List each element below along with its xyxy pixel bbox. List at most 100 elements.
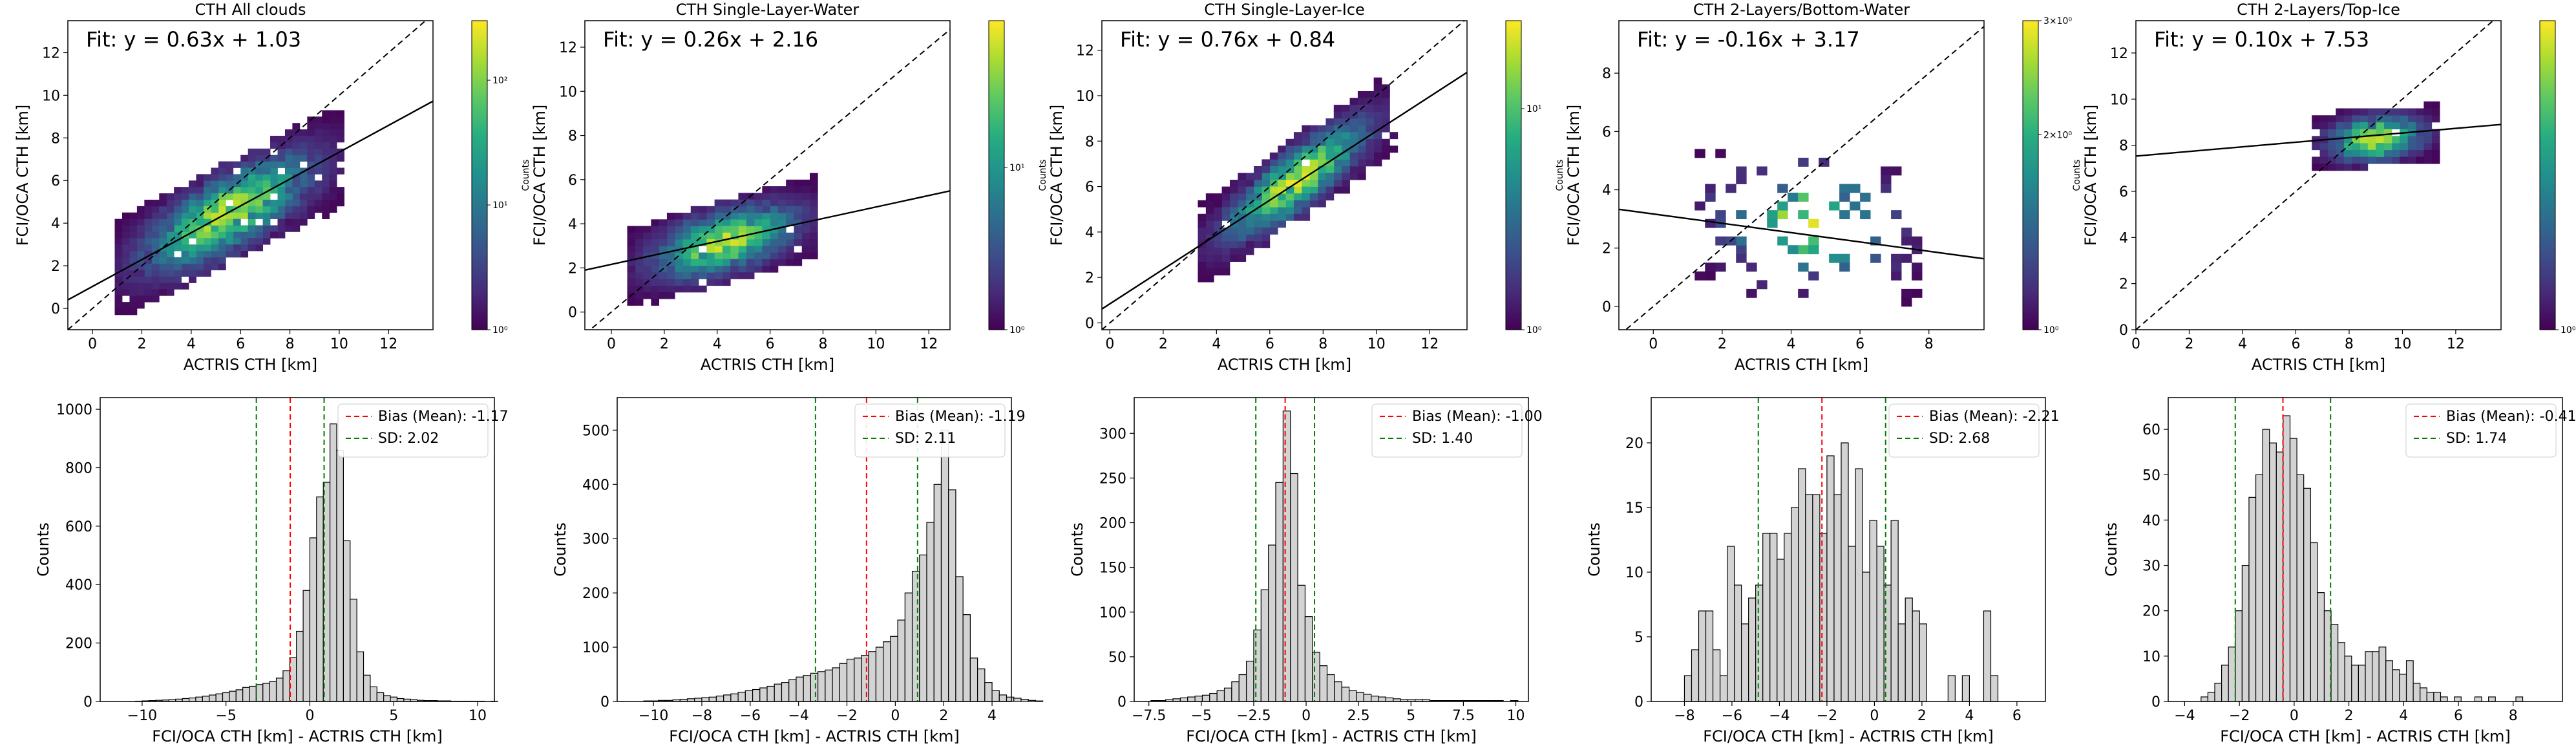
colorbar (2022, 20, 2039, 330)
heatmap-cell (1349, 173, 1358, 180)
heatmap-cell (129, 251, 138, 258)
heatmap-cell (2343, 149, 2352, 157)
heatmap-cell (166, 276, 174, 283)
heatmap-cell (166, 225, 174, 232)
histogram-bar (803, 675, 811, 702)
heatmap-cell (2383, 129, 2392, 136)
heatmap-cell (770, 193, 779, 200)
scatter-5-xtick-label: 6 (2291, 336, 2300, 352)
heatmap-cell (2312, 164, 2320, 171)
heatmap-cell (651, 285, 660, 293)
heatmap-cell (1325, 186, 1335, 194)
heatmap-cell (2391, 122, 2400, 130)
heatmap-cell (284, 155, 293, 162)
heatmap-cell (699, 206, 707, 213)
heatmap-cell (322, 110, 330, 117)
heatmap-cell (810, 186, 818, 193)
heatmap-cell (1366, 125, 1375, 133)
histogram-bar (875, 646, 884, 702)
fit-equation: Fit: y = 0.10x + 7.53 (2154, 27, 2369, 52)
heatmap-cell (1269, 152, 1278, 160)
heatmap-cell (1269, 159, 1278, 167)
heatmap-cell (651, 279, 660, 286)
heatmap-cell (189, 244, 196, 251)
heatmap-cell (627, 252, 636, 260)
heatmap-cell (682, 239, 692, 246)
heatmap-cell (706, 213, 715, 220)
histogram-bar (818, 671, 826, 702)
heatmap-cell (114, 270, 123, 277)
heatmap-cell (730, 272, 739, 279)
heatmap-cell (754, 232, 763, 240)
heatmap-cell (2367, 156, 2376, 164)
axes-frame (2135, 20, 2502, 330)
hist-4-ylabel: Counts (1585, 522, 1603, 577)
heatmap-cell (1214, 200, 1222, 208)
heatmap-cell (810, 199, 818, 207)
heatmap-cell (777, 199, 787, 207)
heatmap-cell (240, 251, 249, 258)
heatmap-cell (174, 231, 182, 239)
heatmap-cell (675, 272, 683, 279)
heatmap-cell (627, 272, 636, 279)
heatmap-cell (1357, 145, 1366, 153)
heatmap-cell (196, 206, 204, 213)
heatmap-cell (722, 239, 731, 246)
heatmap-cell (151, 295, 160, 303)
histogram-bar (1348, 690, 1357, 702)
heatmap-cell (651, 239, 660, 246)
heatmap-cell (730, 252, 739, 260)
heatmap-cell (292, 148, 301, 156)
heatmap-cell (1788, 193, 1799, 202)
heatmap-cell (248, 187, 256, 194)
heatmap-cell (1198, 227, 1207, 235)
heatmap-cell (203, 257, 211, 264)
heatmap-cell (181, 219, 189, 226)
histogram-bar (969, 657, 978, 702)
heatmap-cell (277, 206, 286, 213)
heatmap-cell (786, 219, 794, 226)
heatmap-cell (270, 187, 278, 194)
hist-2-ytick-label: 500 (582, 423, 609, 439)
heatmap-cell (2336, 129, 2345, 136)
heatmap-cell (262, 238, 271, 245)
heatmap-cell (277, 136, 286, 143)
heatmap-cell (746, 252, 755, 260)
heatmap-cell (1891, 166, 1902, 176)
heatmap-cell (196, 180, 204, 187)
heatmap-cell (754, 259, 763, 266)
heatmap-cell (1238, 220, 1247, 228)
hist-5-ytick-label: 40 (2142, 513, 2160, 529)
heatmap-cell (714, 279, 723, 286)
heatmap-cell (174, 193, 182, 200)
histogram-bar (1961, 675, 1970, 702)
hist-2-ytick-label: 0 (600, 694, 609, 711)
heatmap-cell (1891, 271, 1902, 281)
heatmap-cell (1278, 213, 1286, 221)
heatmap-cell (754, 226, 763, 233)
heatmap-cell (2343, 156, 2352, 164)
heatmap-cell (643, 246, 651, 253)
heatmap-cell (1333, 186, 1342, 194)
histogram-bar (1833, 494, 1842, 702)
heatmap-cell (1198, 200, 1207, 208)
heatmap-cell (218, 263, 226, 271)
heatmap-cell (746, 226, 755, 233)
heatmap-cell (1333, 138, 1342, 146)
heatmap-cell (307, 136, 315, 143)
colorbar (1505, 20, 1522, 330)
histogram-bar (363, 674, 371, 702)
heatmap-cell (211, 193, 219, 200)
heatmap-cell (136, 302, 145, 309)
scatter-1-ylabel: FCI/OCA CTH [km] (14, 105, 32, 246)
heatmap-cell (203, 231, 211, 239)
heatmap-cell (690, 285, 699, 293)
heatmap-cell (682, 213, 692, 220)
heatmap-cell (226, 225, 234, 232)
heatmap-cell (159, 219, 167, 226)
histogram-bar (1841, 442, 1849, 702)
histogram-bar (262, 683, 270, 702)
heatmap-cell (786, 239, 794, 246)
heatmap-cell (322, 116, 330, 123)
